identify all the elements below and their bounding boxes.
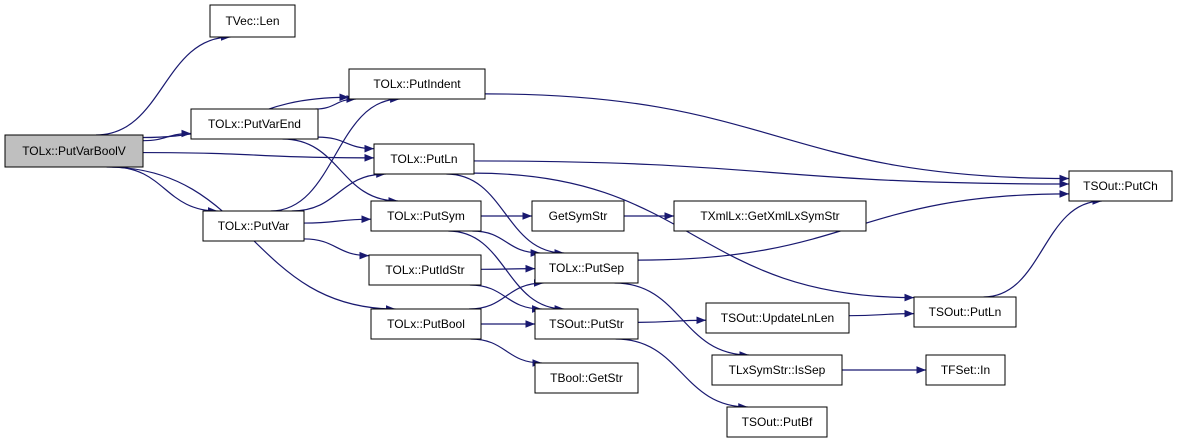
nodes: TOLx::PutVarBoolV TVec::LenTOLx::PutInden… bbox=[4, 4, 1173, 438]
node-box bbox=[711, 354, 843, 386]
node-box bbox=[370, 308, 482, 340]
edge bbox=[615, 338, 748, 411]
node-label: TVec::Len bbox=[225, 14, 279, 28]
edge bbox=[983, 197, 1102, 298]
edge bbox=[614, 282, 749, 359]
edge bbox=[303, 215, 372, 224]
edge bbox=[473, 160, 1070, 188]
node-label: TOLx::PutVarBoolV bbox=[22, 144, 126, 158]
node-box bbox=[368, 254, 482, 286]
edge bbox=[848, 309, 915, 318]
node-label: GetSymStr bbox=[549, 209, 608, 223]
node-box bbox=[673, 200, 867, 232]
edge bbox=[95, 33, 231, 136]
node-label: TOLx::PutSym bbox=[387, 209, 465, 223]
edge bbox=[270, 95, 400, 212]
node-box bbox=[726, 406, 828, 438]
edge bbox=[303, 238, 370, 260]
node-box bbox=[209, 4, 296, 38]
node-box bbox=[534, 308, 639, 340]
node-box bbox=[202, 210, 305, 242]
edge bbox=[448, 230, 565, 313]
node-box bbox=[534, 252, 639, 284]
node-label: TBool::GetStr bbox=[550, 371, 623, 385]
edge bbox=[472, 230, 541, 257]
node-box bbox=[925, 354, 1006, 386]
node-box bbox=[705, 302, 850, 334]
node-label: TOLx::PutIdStr bbox=[385, 263, 464, 277]
edge bbox=[470, 338, 542, 367]
edge bbox=[315, 95, 357, 110]
node-label: TSOut::PutLn bbox=[929, 305, 1002, 319]
node-box bbox=[373, 143, 475, 175]
edge bbox=[480, 264, 536, 273]
edge bbox=[317, 136, 375, 153]
node-label: TXmlLx::GetXmlLxSymStr bbox=[700, 209, 839, 223]
edge bbox=[637, 316, 707, 325]
node-label: TOLx::PutVar bbox=[218, 219, 290, 233]
node-box bbox=[531, 200, 625, 232]
node-label: TSOut::PutCh bbox=[1083, 179, 1158, 193]
node-label: TOLx::PutIndent bbox=[373, 77, 461, 91]
node-label: TSOut::UpdateLnLen bbox=[721, 311, 834, 325]
edge bbox=[142, 151, 375, 162]
node-label: TOLx::PutSep bbox=[549, 261, 624, 275]
node-box bbox=[913, 296, 1017, 328]
node-label: TOLx::PutLn bbox=[390, 152, 457, 166]
node-box bbox=[1068, 170, 1173, 202]
edge bbox=[291, 170, 386, 212]
edge bbox=[468, 279, 544, 310]
edge bbox=[473, 172, 915, 302]
node-box bbox=[4, 134, 144, 168]
edge bbox=[446, 173, 565, 257]
node-box bbox=[370, 200, 482, 232]
node-box bbox=[348, 68, 486, 100]
node-label: TLxSymStr::IsSep bbox=[729, 363, 826, 377]
edge bbox=[484, 93, 1070, 183]
node-label: TOLx::PutVarEnd bbox=[208, 117, 301, 131]
edge bbox=[282, 138, 399, 205]
node-box bbox=[190, 108, 319, 140]
edge bbox=[142, 129, 192, 142]
edge bbox=[112, 166, 218, 215]
node-label: TSOut::PutBf bbox=[742, 415, 813, 429]
node-label: TOLx::PutBool bbox=[387, 317, 465, 331]
node-label: TSOut::PutStr bbox=[549, 317, 624, 331]
node-box bbox=[534, 362, 639, 394]
node-label: TFSet::In bbox=[941, 363, 990, 377]
